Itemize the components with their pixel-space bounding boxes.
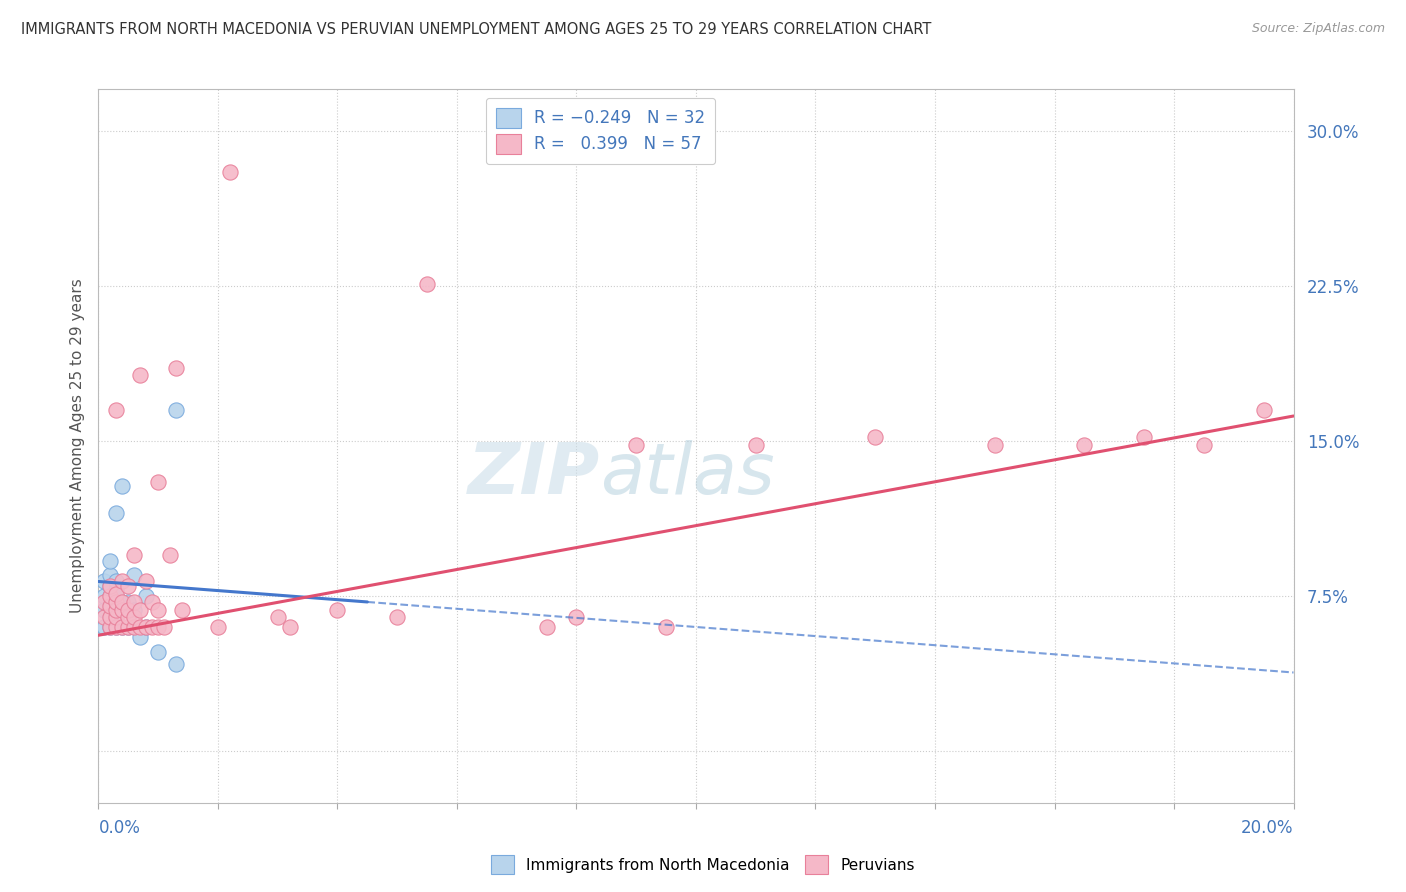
Point: [148, 645, 170, 659]
Point: [1192, 438, 1215, 452]
Point: [124, 548, 146, 562]
Point: [153, 620, 176, 634]
Point: [111, 620, 134, 634]
Point: [111, 595, 134, 609]
Point: [105, 612, 128, 626]
Point: [93, 620, 115, 634]
Text: Source: ZipAtlas.com: Source: ZipAtlas.com: [1251, 22, 1385, 36]
Point: [111, 603, 134, 617]
Point: [219, 165, 242, 179]
Point: [124, 595, 146, 609]
Point: [1253, 402, 1275, 417]
Point: [124, 620, 146, 634]
Point: [1073, 438, 1095, 452]
Point: [278, 620, 301, 634]
Point: [141, 620, 163, 634]
Point: [1133, 430, 1156, 444]
Point: [105, 609, 128, 624]
Point: [105, 603, 128, 617]
Point: [105, 589, 128, 603]
Point: [105, 587, 128, 601]
Point: [98, 609, 122, 624]
Point: [105, 620, 128, 634]
Point: [117, 579, 139, 593]
Point: [98, 620, 122, 634]
Text: 20.0%: 20.0%: [1241, 820, 1294, 838]
Point: [111, 595, 134, 609]
Point: [124, 609, 146, 624]
Point: [124, 568, 146, 582]
Point: [326, 603, 349, 617]
Point: [624, 438, 647, 452]
Point: [117, 620, 139, 634]
Point: [98, 568, 122, 582]
Point: [117, 603, 139, 617]
Point: [93, 574, 115, 589]
Point: [148, 620, 170, 634]
Point: [98, 579, 122, 593]
Point: [111, 574, 134, 589]
Point: [105, 574, 128, 589]
Point: [148, 475, 170, 490]
Point: [98, 599, 122, 614]
Point: [93, 609, 115, 624]
Point: [98, 589, 122, 603]
Legend: R = −0.249   N = 32, R =   0.399   N = 57: R = −0.249 N = 32, R = 0.399 N = 57: [485, 97, 716, 164]
Point: [565, 609, 588, 624]
Point: [98, 609, 122, 624]
Text: 0.0%: 0.0%: [98, 820, 141, 838]
Point: [159, 548, 181, 562]
Point: [117, 620, 139, 634]
Point: [98, 599, 122, 614]
Point: [129, 603, 152, 617]
Point: [172, 603, 194, 617]
Point: [865, 430, 887, 444]
Point: [98, 589, 122, 603]
Point: [93, 589, 115, 603]
Legend: Immigrants from North Macedonia, Peruvians: Immigrants from North Macedonia, Peruvia…: [485, 849, 921, 880]
Point: [135, 589, 157, 603]
Point: [165, 402, 187, 417]
Point: [385, 609, 409, 624]
Point: [135, 620, 157, 634]
Point: [98, 579, 122, 593]
Text: atlas: atlas: [600, 440, 775, 509]
Point: [983, 438, 1005, 452]
Point: [93, 595, 115, 609]
Point: [129, 630, 152, 644]
Point: [105, 595, 128, 609]
Point: [165, 361, 187, 376]
Point: [98, 620, 122, 634]
Point: [111, 620, 134, 634]
Point: [536, 620, 558, 634]
Y-axis label: Unemployment Among Ages 25 to 29 years: Unemployment Among Ages 25 to 29 years: [69, 278, 84, 614]
Point: [105, 506, 128, 520]
Text: ZIP: ZIP: [468, 440, 600, 509]
Point: [148, 603, 170, 617]
Point: [105, 595, 128, 609]
Point: [105, 402, 128, 417]
Point: [98, 554, 122, 568]
Point: [135, 620, 157, 634]
Point: [117, 595, 139, 609]
Point: [105, 620, 128, 634]
Point: [93, 603, 115, 617]
Point: [117, 609, 139, 624]
Point: [267, 609, 290, 624]
Point: [135, 574, 157, 589]
Point: [111, 479, 134, 493]
Point: [105, 582, 128, 597]
Point: [745, 438, 768, 452]
Point: [655, 620, 678, 634]
Point: [207, 620, 229, 634]
Point: [416, 277, 439, 291]
Point: [124, 603, 146, 617]
Point: [129, 620, 152, 634]
Point: [165, 657, 187, 672]
Point: [105, 603, 128, 617]
Text: IMMIGRANTS FROM NORTH MACEDONIA VS PERUVIAN UNEMPLOYMENT AMONG AGES 25 TO 29 YEA: IMMIGRANTS FROM NORTH MACEDONIA VS PERUV…: [21, 22, 931, 37]
Point: [129, 368, 152, 382]
Point: [141, 595, 163, 609]
